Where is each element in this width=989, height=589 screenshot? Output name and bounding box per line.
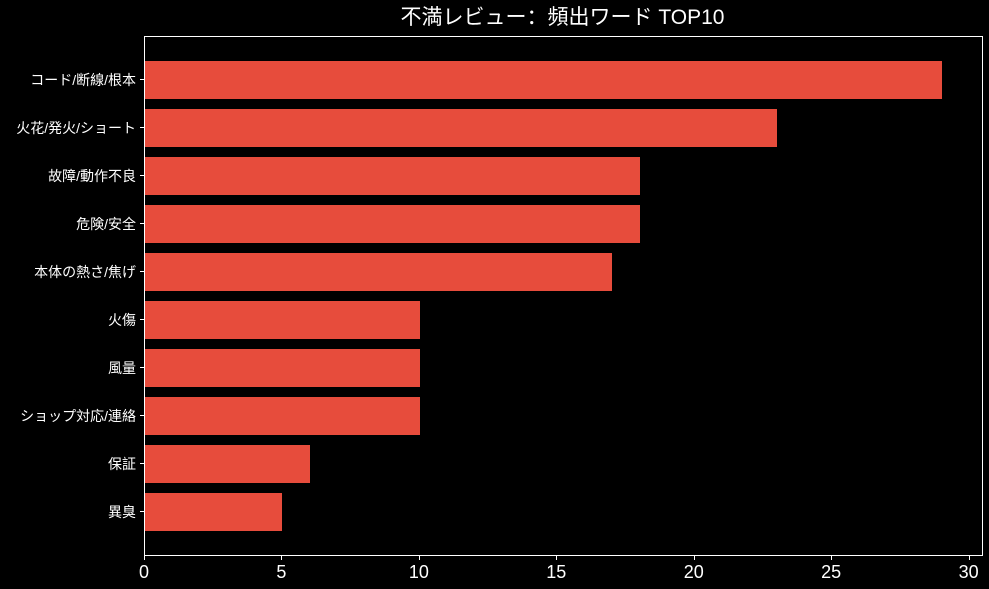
bar [145, 60, 943, 99]
bar [145, 348, 420, 388]
y-tick-mark [140, 174, 144, 176]
chart-title: 不満レビュー：頻出ワード TOP10 [400, 6, 725, 29]
x-tick-mark [831, 556, 833, 560]
bar [145, 300, 420, 340]
bar [145, 493, 283, 532]
y-tick-label: 危険/安全 [76, 215, 136, 232]
bar [145, 108, 778, 148]
y-tick-label: 故障/動作不良 [48, 167, 136, 184]
y-tick-mark [140, 415, 144, 417]
y-tick-label: 風量 [108, 360, 136, 377]
y-tick-label: 保証 [108, 456, 136, 473]
x-tick-label: 25 [821, 562, 842, 582]
y-tick-label: 本体の熱さ/焦げ [34, 263, 136, 280]
x-tick-mark [693, 556, 695, 560]
y-tick-mark [140, 78, 144, 80]
x-tick-mark [968, 556, 970, 560]
y-tick-mark [140, 222, 144, 224]
x-tick-label: 30 [958, 562, 979, 582]
y-tick-mark [140, 367, 144, 369]
x-tick-mark [418, 556, 420, 560]
y-tick-label: ショップ対応/連絡 [20, 408, 136, 425]
bar [145, 156, 640, 196]
y-tick-mark [140, 319, 144, 321]
y-tick-mark [140, 463, 144, 465]
bar [145, 204, 640, 244]
x-tick-mark [144, 556, 145, 560]
y-tick-label: 火花/発火/ショート [16, 119, 136, 136]
bar [145, 444, 310, 484]
y-tick-label: 異臭 [108, 504, 136, 521]
plot-area [144, 36, 983, 556]
x-tick-label: 15 [546, 562, 567, 582]
x-tick-label: 5 [276, 562, 287, 582]
x-tick-label: 10 [408, 562, 429, 582]
x-tick-label: 20 [683, 562, 704, 582]
y-tick-label: 火傷 [108, 312, 136, 329]
y-tick-mark [140, 511, 144, 513]
bar [145, 396, 420, 436]
y-tick-mark [140, 270, 144, 272]
x-tick-mark [281, 556, 283, 560]
y-tick-label: コード/断線/根本 [30, 71, 136, 88]
x-tick-mark [556, 556, 558, 560]
bar [145, 252, 613, 292]
y-tick-mark [140, 126, 144, 128]
x-tick-label: 0 [138, 562, 150, 582]
